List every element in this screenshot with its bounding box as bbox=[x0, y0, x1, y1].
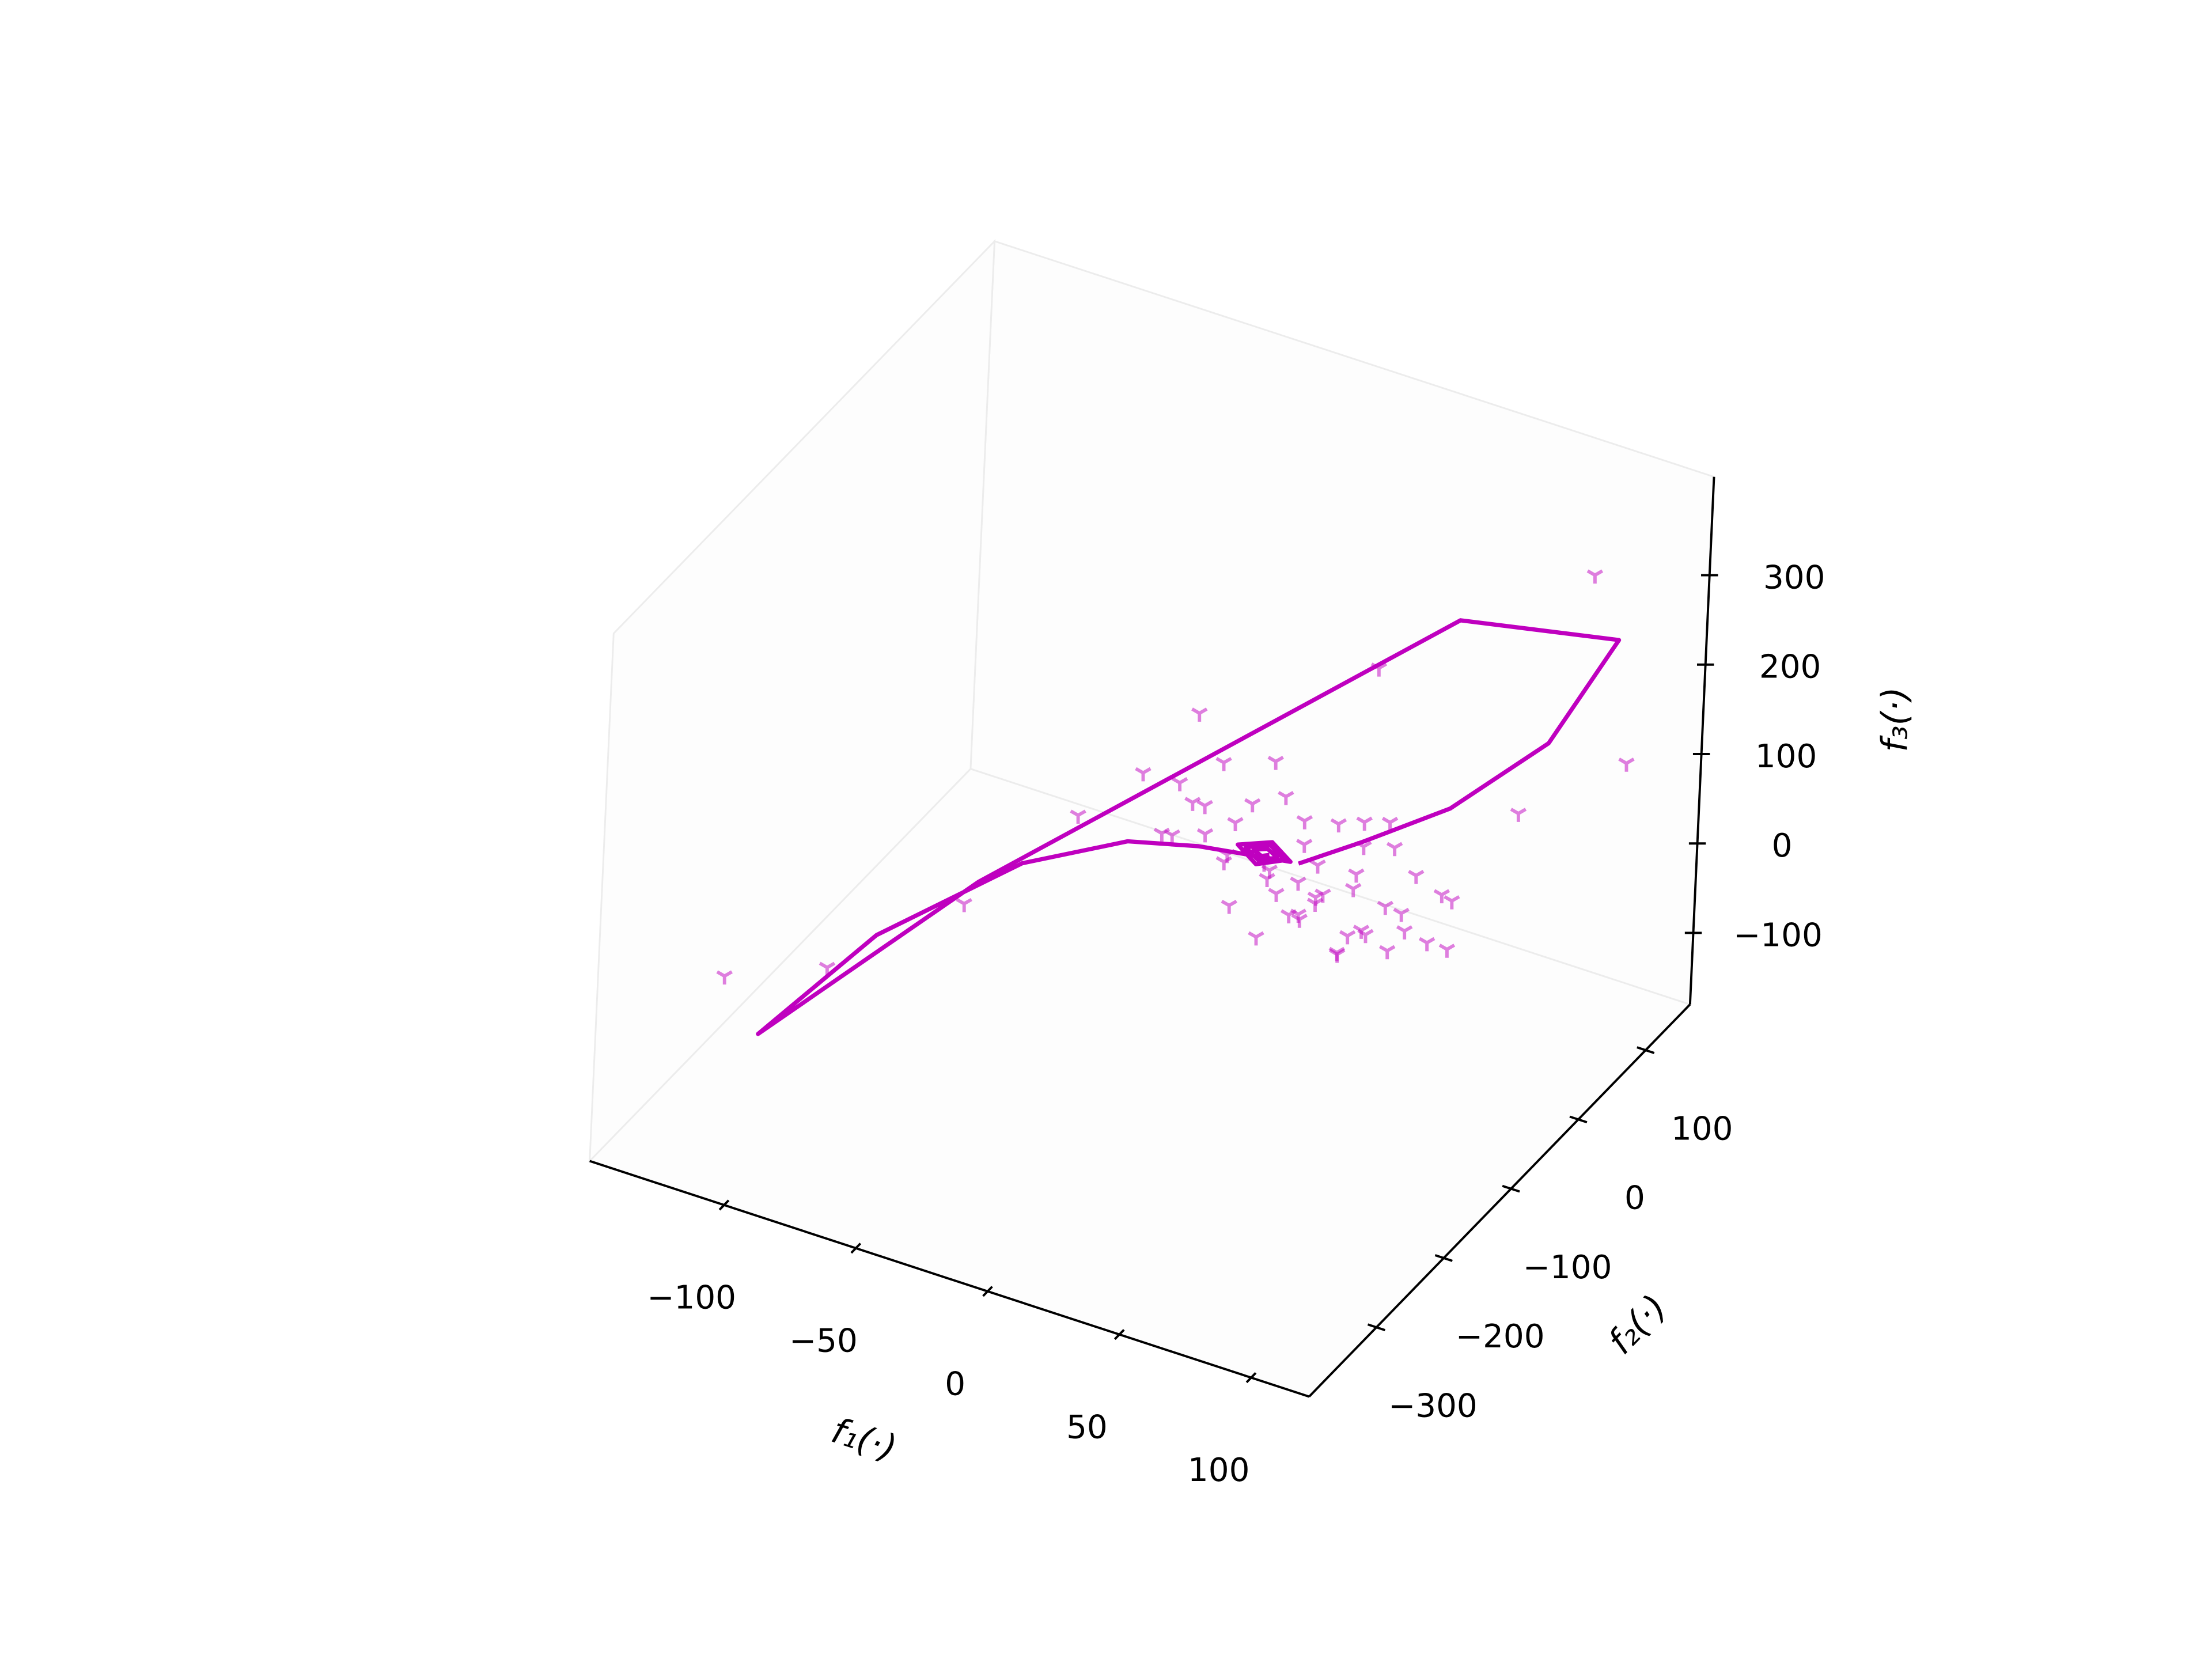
scatter-point bbox=[1296, 839, 1313, 853]
z-axis-label: f₃(·) bbox=[1874, 687, 1915, 752]
scatter-point bbox=[1267, 755, 1284, 770]
x-tick bbox=[1113, 1329, 1125, 1340]
scatter-point bbox=[1393, 907, 1410, 922]
scatter-point bbox=[1184, 797, 1201, 811]
scatter-point bbox=[1348, 868, 1365, 883]
scatter-point bbox=[1215, 757, 1232, 771]
x-tick bbox=[1245, 1372, 1257, 1384]
y-tick-label: −200 bbox=[1456, 1318, 1545, 1355]
marks bbox=[716, 569, 1635, 1036]
scatter-point bbox=[1386, 842, 1403, 857]
scatter-point bbox=[1510, 808, 1527, 822]
z-tick-label: 300 bbox=[1763, 559, 1825, 596]
y-tick bbox=[1367, 1323, 1386, 1331]
x-tick-label: −100 bbox=[647, 1279, 736, 1317]
scatter-point bbox=[1290, 876, 1306, 891]
scatter-point bbox=[1444, 895, 1460, 910]
scatter-point bbox=[1357, 929, 1374, 944]
y-tick-label: 100 bbox=[1671, 1110, 1733, 1147]
scatter-point bbox=[1418, 937, 1435, 952]
scatter-point bbox=[1370, 662, 1388, 677]
scatter-point bbox=[1215, 856, 1232, 870]
panes bbox=[588, 238, 1715, 1398]
x-tick-label: 100 bbox=[1188, 1452, 1249, 1489]
z-tick-label: 200 bbox=[1759, 649, 1821, 686]
scatter-point bbox=[1191, 707, 1208, 722]
scatter-point bbox=[1328, 946, 1346, 961]
x-axis-line bbox=[589, 1160, 1310, 1398]
axes: −100 −50 0 50 100 −300 −200 −100 0 100 −100 0 100 200… bbox=[589, 476, 1825, 1489]
scatter-point bbox=[1381, 816, 1399, 831]
z-tick-label: −100 bbox=[1733, 916, 1823, 954]
z-tick-label: 100 bbox=[1755, 738, 1817, 775]
x-tick bbox=[850, 1243, 862, 1254]
scatter-point bbox=[1196, 800, 1213, 815]
scatter-point bbox=[1433, 889, 1450, 904]
scatter-point bbox=[1438, 944, 1456, 958]
scatter-point bbox=[1227, 817, 1244, 831]
scatter-point bbox=[1355, 840, 1372, 855]
y-tick bbox=[1637, 1046, 1655, 1054]
y-tick-label: 0 bbox=[1624, 1180, 1645, 1217]
x-tick-label: 0 bbox=[945, 1365, 965, 1403]
trajectory-line bbox=[756, 618, 1622, 1036]
scatter-point bbox=[1344, 882, 1362, 897]
scatter-point bbox=[1339, 930, 1356, 945]
z-tick-label: 0 bbox=[1772, 827, 1793, 865]
y-axis-label: f₂(·) bbox=[1600, 1287, 1675, 1362]
scatter-point bbox=[1135, 767, 1152, 782]
y-tick-label: −100 bbox=[1523, 1249, 1612, 1286]
scatter-point bbox=[819, 961, 836, 976]
x-tick bbox=[718, 1199, 730, 1211]
scatter-point bbox=[1356, 816, 1373, 831]
scatter-point bbox=[1221, 899, 1238, 914]
scatter-point bbox=[1248, 931, 1264, 946]
y-tick bbox=[1569, 1115, 1588, 1124]
scatter-point bbox=[1408, 870, 1425, 884]
scatter-point bbox=[716, 970, 733, 985]
z-axis-line bbox=[1688, 476, 1715, 1005]
x-tick-label: 50 bbox=[1066, 1408, 1108, 1446]
y-tick-label: −300 bbox=[1388, 1387, 1478, 1425]
scatter-point bbox=[1070, 809, 1086, 824]
scatter-point bbox=[1268, 888, 1285, 902]
scatter-point bbox=[1196, 828, 1214, 843]
scatter-point bbox=[1618, 757, 1635, 772]
y-tick bbox=[1434, 1254, 1453, 1262]
scatter-point bbox=[1330, 818, 1347, 833]
scatter-point bbox=[1396, 925, 1413, 940]
scatter-point bbox=[1291, 914, 1308, 928]
x-tick-label: −50 bbox=[789, 1323, 858, 1360]
scatter-point bbox=[1256, 857, 1272, 872]
y-axis-line bbox=[1308, 1003, 1691, 1397]
side-pane bbox=[589, 238, 996, 1164]
y-tick bbox=[1502, 1184, 1520, 1193]
scatter-point bbox=[1278, 791, 1294, 805]
scatter-point bbox=[1586, 569, 1604, 584]
x-axis-label: f₁(·) bbox=[827, 1410, 902, 1469]
scatter-point bbox=[1309, 859, 1326, 874]
x-tick bbox=[982, 1286, 993, 1297]
scatter-point bbox=[1378, 945, 1396, 960]
scatter-point bbox=[1280, 909, 1297, 924]
scatter-point bbox=[1244, 798, 1261, 813]
scatter-point bbox=[1171, 777, 1188, 791]
scatter-point bbox=[1164, 829, 1180, 844]
scatter-point bbox=[1377, 900, 1394, 915]
scatter-point bbox=[1296, 815, 1313, 830]
scatter-point bbox=[956, 897, 973, 912]
scatter-point bbox=[1315, 888, 1331, 903]
